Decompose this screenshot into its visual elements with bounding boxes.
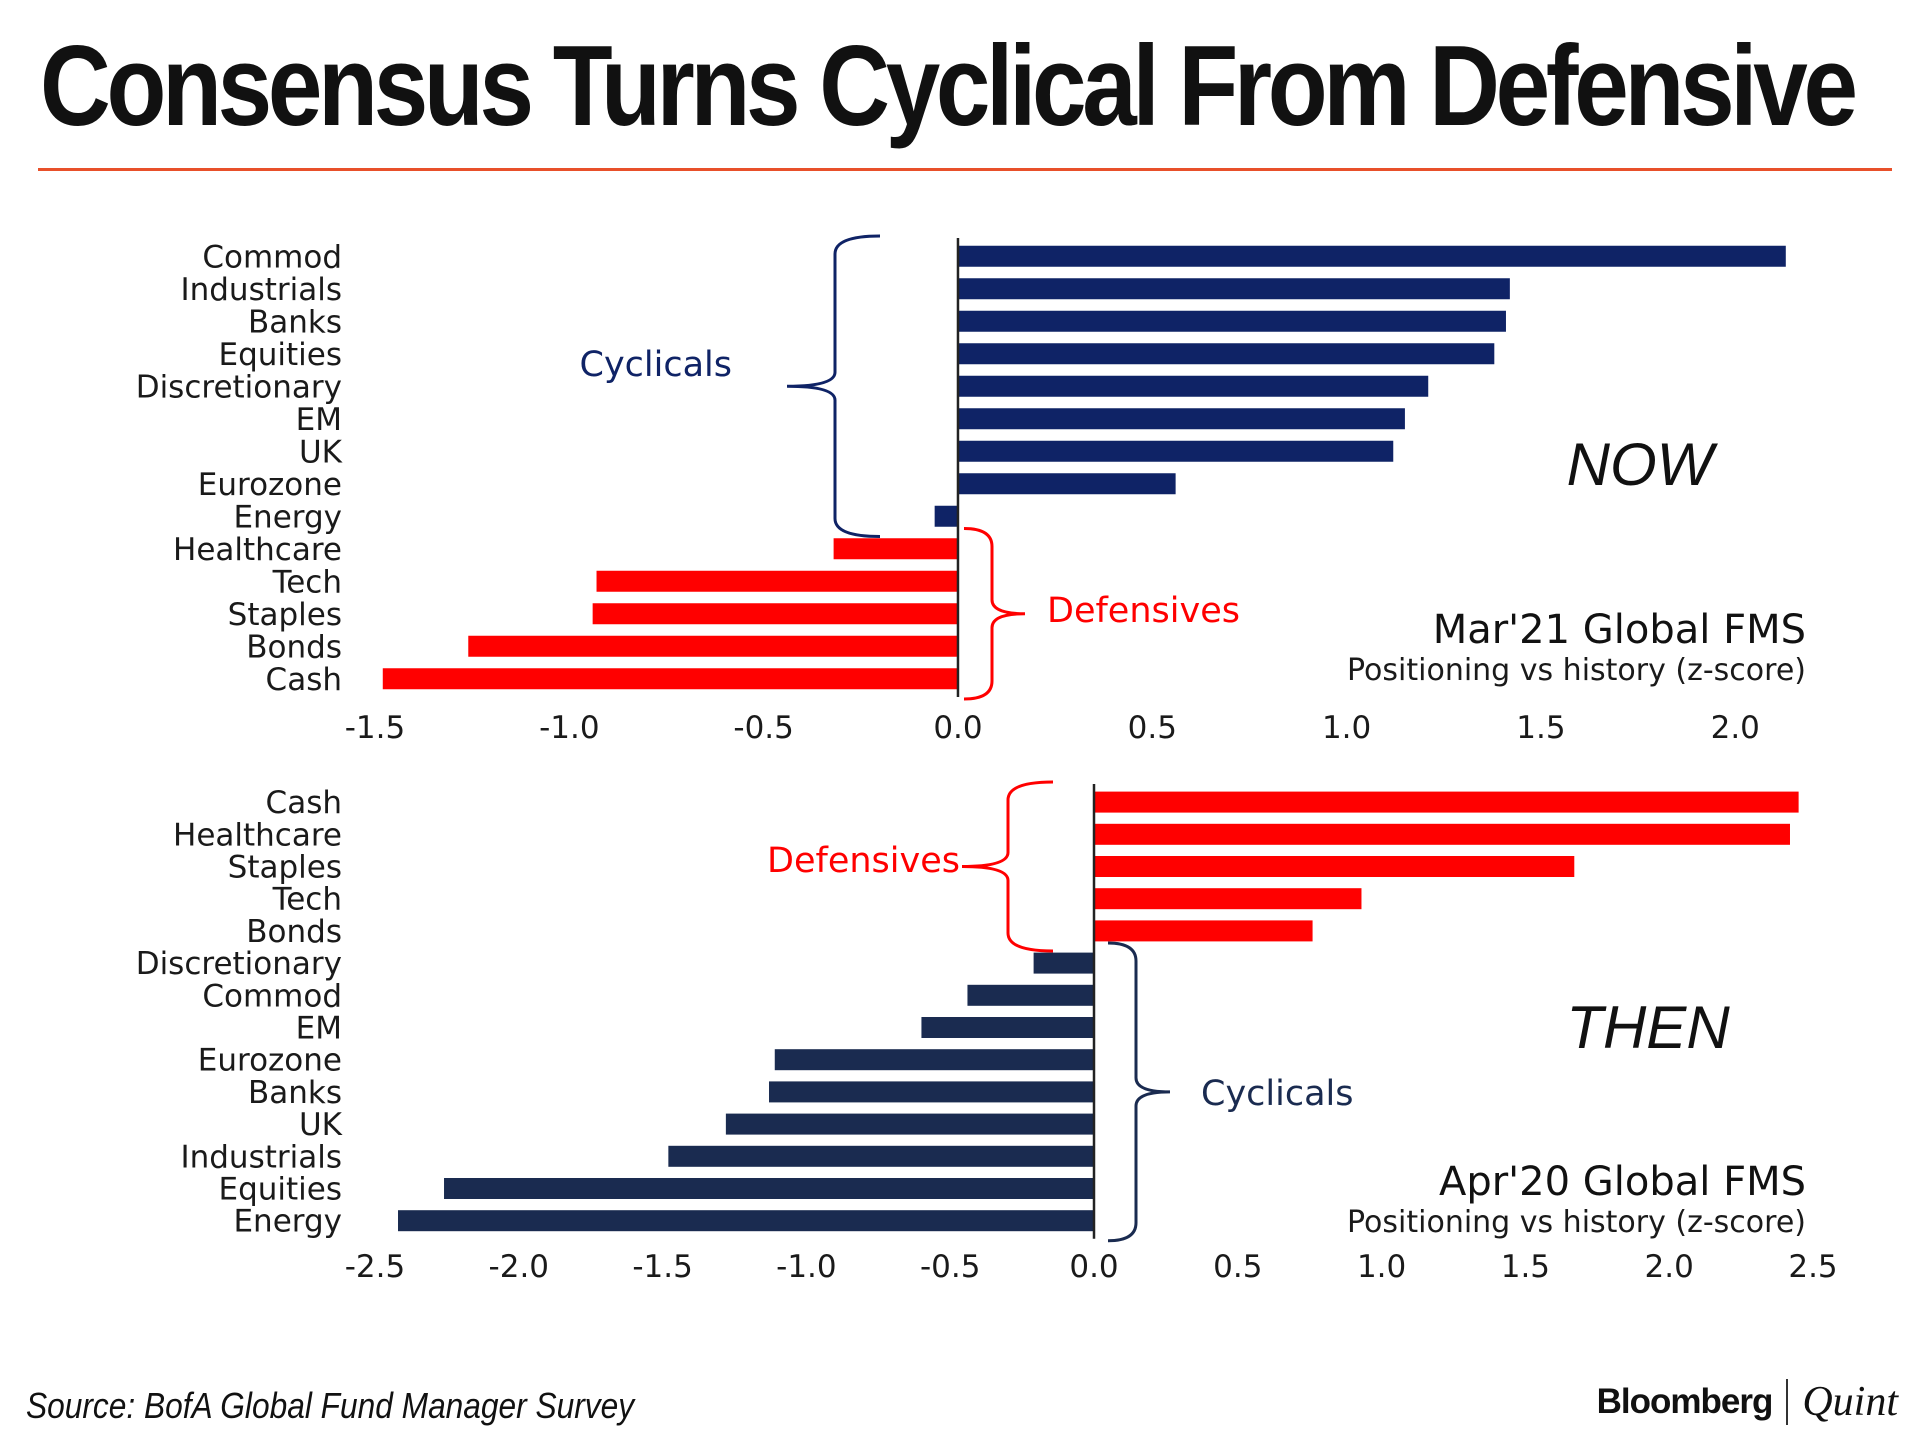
bar-commod <box>957 245 1786 267</box>
defensive-group-label: Defensives <box>1047 591 1240 631</box>
defensive-group-label: Defensives <box>767 841 960 881</box>
x-tick-label: 1.0 <box>1357 1249 1406 1285</box>
category-label: Cash <box>266 785 342 821</box>
bar-staples <box>592 603 958 625</box>
x-tick-label: 0.5 <box>1128 710 1177 746</box>
x-tick-label: -2.0 <box>489 1249 550 1285</box>
category-label: Discretionary <box>136 946 342 982</box>
category-label: Tech <box>272 564 342 600</box>
x-tick-label: 0.0 <box>1069 1249 1118 1285</box>
brand-separator <box>1786 1379 1789 1425</box>
category-label: Healthcare <box>173 532 342 568</box>
bar-em <box>957 408 1405 430</box>
category-label: EM <box>296 1011 342 1047</box>
category-label: UK <box>299 434 343 470</box>
x-tick-label: 2.0 <box>1711 710 1760 746</box>
bar-cash <box>1094 791 1799 813</box>
bar-uk <box>957 440 1394 462</box>
bar-tech <box>596 570 958 592</box>
x-tick-label: -1.5 <box>632 1249 693 1285</box>
category-label: EM <box>296 402 342 438</box>
x-tick-label: 0.5 <box>1213 1249 1262 1285</box>
category-label: Industrials <box>180 272 342 308</box>
category-label: UK <box>299 1107 343 1143</box>
defensive-bracket <box>963 527 1026 701</box>
x-tick-label: -1.0 <box>539 710 600 746</box>
bar-energy <box>934 505 958 527</box>
category-label: Staples <box>228 850 342 886</box>
category-label: Equities <box>218 337 342 373</box>
category-label: Eurozone <box>198 467 342 503</box>
category-label: Cash <box>266 662 342 698</box>
bar-cash <box>382 668 958 690</box>
category-label: Tech <box>272 882 342 918</box>
bar-healthcare <box>833 538 958 560</box>
bar-energy <box>398 1210 1094 1232</box>
period-label: NOW <box>1567 431 1719 498</box>
bar-discretionary <box>1033 952 1094 974</box>
bar-industrials <box>668 1145 1094 1167</box>
category-label: Equities <box>218 1172 342 1208</box>
bar-healthcare <box>1094 823 1790 845</box>
bar-commod <box>967 984 1094 1006</box>
category-label: Banks <box>248 1075 342 1111</box>
category-label: Healthcare <box>173 817 342 853</box>
bar-equities <box>444 1178 1094 1199</box>
cyclical-bracket <box>1107 941 1171 1243</box>
x-tick-label: -1.5 <box>345 710 406 746</box>
title-divider <box>38 168 1892 171</box>
category-label: Staples <box>228 597 342 633</box>
bar-eurozone <box>774 1049 1094 1071</box>
category-label: Commod <box>202 239 342 275</box>
category-label: Industrials <box>180 1139 342 1175</box>
headline: Consensus Turns Cyclical From Defensive <box>40 23 1858 150</box>
bar-bonds <box>468 635 958 657</box>
x-tick-label: -2.5 <box>345 1249 406 1285</box>
chart-title: Mar'21 Global FMS <box>1433 607 1806 653</box>
cyclical-group-label: Cyclicals <box>1201 1074 1354 1114</box>
x-tick-label: -1.0 <box>776 1249 837 1285</box>
bar-equities <box>957 343 1495 365</box>
brand-bloomberg: Bloomberg <box>1596 1382 1774 1421</box>
category-label: Eurozone <box>198 1043 342 1079</box>
chart-subtitle: Positioning vs history (z-score) <box>1347 653 1806 688</box>
source-note: Source: BofA Global Fund Manager Survey <box>26 1385 635 1426</box>
bar-em <box>921 1017 1094 1038</box>
chart-title: Apr'20 Global FMS <box>1439 1159 1806 1205</box>
period-label: THEN <box>1566 994 1730 1061</box>
x-tick-label: -0.5 <box>920 1249 981 1285</box>
category-label: Bonds <box>246 914 342 950</box>
category-label: Banks <box>248 304 342 340</box>
x-tick-label: 2.5 <box>1788 1249 1837 1285</box>
brand-logo: Bloomberg Quint <box>1597 1378 1898 1426</box>
chart-subtitle: Positioning vs history (z-score) <box>1347 1205 1806 1240</box>
bar-staples <box>1094 856 1575 877</box>
category-label: Energy <box>233 1204 342 1240</box>
bar-banks <box>957 310 1506 332</box>
bar-industrials <box>957 278 1510 300</box>
cyclical-bracket <box>786 234 881 538</box>
brand-quint: Quint <box>1802 1379 1898 1425</box>
x-tick-label: 1.5 <box>1501 1249 1550 1285</box>
bar-eurozone <box>957 473 1176 495</box>
x-tick-label: 2.0 <box>1645 1249 1694 1285</box>
bar-bonds <box>1094 920 1313 942</box>
bar-uk <box>725 1113 1094 1135</box>
cyclical-group-label: Cyclicals <box>580 345 733 385</box>
bar-discretionary <box>957 375 1429 397</box>
category-label: Energy <box>233 499 342 535</box>
x-tick-label: 0.0 <box>933 710 982 746</box>
defensive-bracket <box>961 780 1054 953</box>
x-tick-label: -0.5 <box>733 710 794 746</box>
x-tick-label: 1.0 <box>1322 710 1371 746</box>
bar-tech <box>1094 888 1362 910</box>
bar-banks <box>769 1081 1094 1103</box>
category-label: Discretionary <box>136 369 342 405</box>
category-label: Commod <box>202 978 342 1014</box>
category-label: Bonds <box>246 629 342 665</box>
x-tick-label: 1.5 <box>1516 710 1565 746</box>
